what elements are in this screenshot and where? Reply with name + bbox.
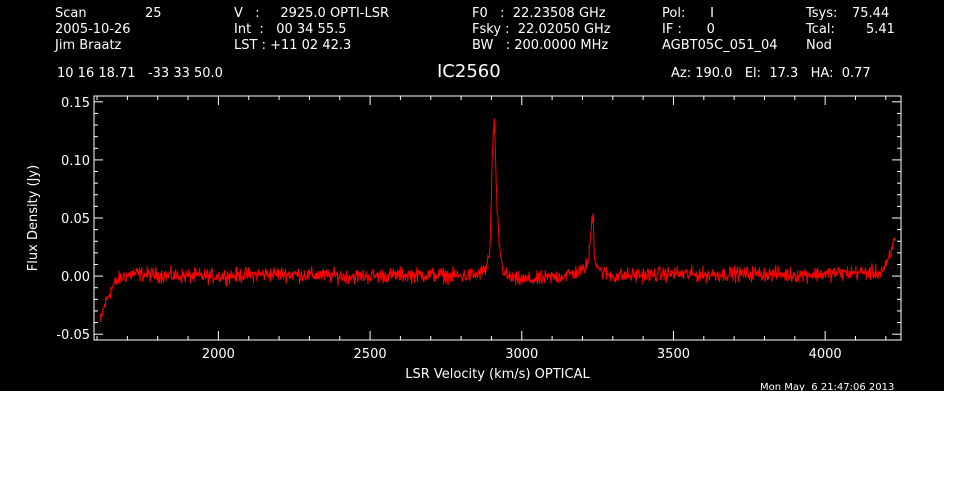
scan-value: 25 (145, 6, 162, 21)
velocity-info: V : 2925.0 OPTI-LSR (234, 6, 390, 21)
y-tick-label: 0.05 (61, 212, 90, 227)
y-tick-label: -0.05 (56, 328, 90, 343)
rest-frequency-info: F0 : 22.23508 GHz (472, 6, 606, 21)
bandwidth-info: BW : 200.0000 MHz (472, 38, 609, 53)
source-name: IC2560 (437, 61, 501, 82)
spectrum-line (99, 118, 896, 322)
y-tick-label: 0.00 (61, 270, 90, 285)
y-axis-title: Flux Density (Jy) (26, 165, 41, 271)
observer: Jim Braatz (55, 38, 122, 53)
y-tick-label: 0.15 (61, 96, 90, 111)
x-tick-label: 4000 (809, 347, 842, 362)
observing-mode: Nod (806, 38, 832, 53)
x-tick-label: 3500 (657, 347, 690, 362)
tcal-value: 5.41 (866, 22, 895, 37)
x-tick-label: 2000 (202, 347, 235, 362)
plot-timestamp: Mon May 6 21:47:06 2013 (760, 382, 895, 393)
project-id: AGBT05C_051_04 (662, 38, 778, 53)
obs-date: 2005-10-26 (55, 22, 131, 37)
az-el-ha-info: Az: 190.0 El: 17.3 HA: 0.77 (671, 66, 871, 81)
if-info: IF : 0 (662, 22, 715, 37)
lst-info: LST : +11 02 42.3 (234, 38, 352, 53)
sky-frequency-info: Fsky : 22.02050 GHz (472, 22, 611, 37)
plot-panel: Scan 25 2005-10-26 Jim Braatz V : 2925.0… (0, 0, 944, 393)
tsys-value: 75.44 (852, 6, 890, 21)
spectrum-chart: 2000 2500 3000 3500 4000 -0.05 0.00 0.05 0.10 0.1… (26, 95, 902, 382)
x-tick-label: 3000 (505, 347, 538, 362)
scan-label: Scan (55, 6, 87, 21)
integration-info: Int : 00 34 55.5 (234, 22, 347, 37)
y-tick-label: 0.10 (61, 154, 90, 169)
x-axis-title: LSR Velocity (km/s) OPTICAL (405, 367, 590, 382)
source-coordinates: 10 16 18.71 -33 33 50.0 (57, 66, 223, 81)
polarization-info: Pol: I (662, 6, 714, 21)
tsys-label: Tsys: (806, 6, 838, 21)
x-tick-label: 2500 (354, 347, 387, 362)
tcal-label: Tcal: (806, 22, 835, 37)
